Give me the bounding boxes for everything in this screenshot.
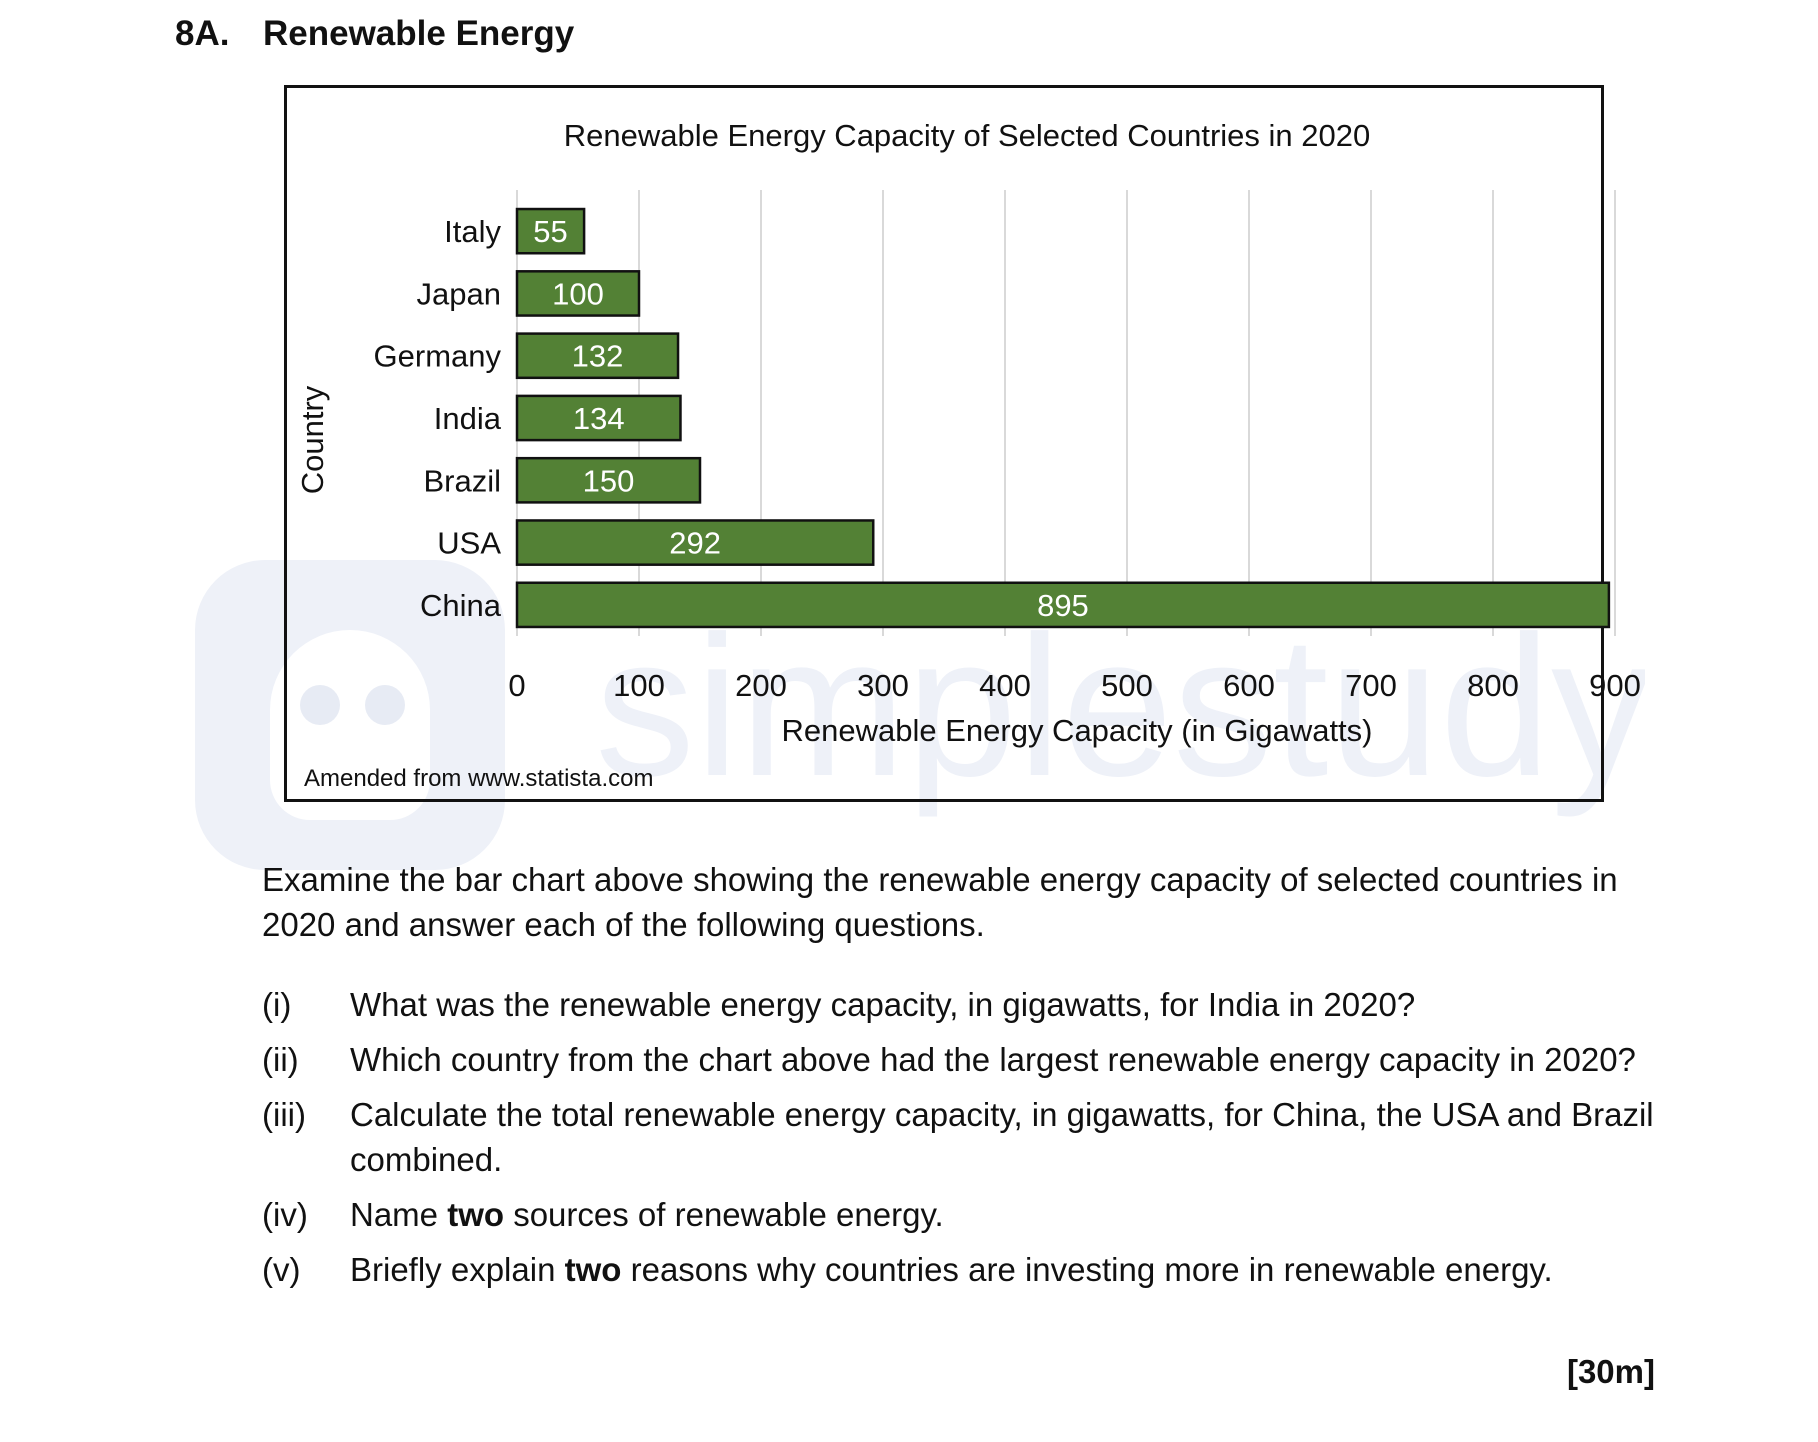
chart-text: Renewable Energy Capacity of Selected Co… xyxy=(295,118,1641,748)
question-text-post: reasons why countries are investing more… xyxy=(621,1251,1553,1288)
question-item: (ii) Which country from the chart above … xyxy=(262,1037,1682,1082)
question-text-bold: two xyxy=(447,1196,505,1233)
bar xyxy=(515,581,1611,629)
question-heading: 8A. Renewable Energy xyxy=(175,14,574,54)
y-tick-label: Brazil xyxy=(423,463,501,498)
x-tick-label: 200 xyxy=(735,668,787,703)
question-number: 8A. xyxy=(175,14,230,53)
data-label: 55 xyxy=(533,214,567,249)
y-tick-label: Germany xyxy=(374,339,502,374)
bar xyxy=(515,394,682,442)
question-label: (iv) xyxy=(262,1196,308,1233)
data-label: 100 xyxy=(552,276,604,311)
x-tick-label: 500 xyxy=(1101,668,1153,703)
question-item: (iii) Calculate the total renewable ener… xyxy=(262,1092,1682,1182)
data-label: 150 xyxy=(583,463,635,498)
question-list: (i) What was the renewable energy capaci… xyxy=(262,982,1682,1302)
x-tick-label: 600 xyxy=(1223,668,1275,703)
marks-total: [30m] xyxy=(1566,1353,1655,1390)
chart-title: Renewable Energy Capacity of Selected Co… xyxy=(564,118,1370,153)
question-text: Briefly explain two reasons why countrie… xyxy=(350,1247,1682,1292)
y-axis-label: Country xyxy=(295,385,330,494)
question-item: (iv) Name two sources of renewable energ… xyxy=(262,1192,1682,1237)
chart-source-note: Amended from www.statista.com xyxy=(304,765,654,792)
chart-frame: Renewable Energy Capacity of Selected Co… xyxy=(284,85,1641,802)
instructions-text: Examine the bar chart above showing the … xyxy=(262,861,1618,943)
bar xyxy=(515,519,875,566)
data-label: 292 xyxy=(669,526,721,561)
question-text-bold: two xyxy=(564,1251,622,1288)
bar xyxy=(515,456,702,504)
x-tick-label: 300 xyxy=(857,668,909,703)
data-label: 134 xyxy=(573,401,625,436)
x-tick-label: 900 xyxy=(1589,668,1641,703)
question-item: (i) What was the renewable energy capaci… xyxy=(262,982,1682,1027)
bar-chart: Renewable Energy Capacity of Selected Co… xyxy=(295,118,1641,748)
question-label: (ii) xyxy=(262,1041,299,1078)
bar xyxy=(515,332,680,380)
bars xyxy=(515,207,1611,629)
y-tick-label: USA xyxy=(437,526,501,561)
question-label: (iii) xyxy=(262,1096,306,1133)
x-tick-label: 0 xyxy=(508,668,525,703)
bar xyxy=(515,207,586,255)
x-tick-label: 100 xyxy=(613,668,665,703)
x-axis-label: Renewable Energy Capacity (in Gigawatts) xyxy=(782,713,1373,748)
question-text: What was the renewable energy capacity, … xyxy=(350,986,1416,1023)
x-tick-label: 700 xyxy=(1345,668,1397,703)
question-text-pre: Briefly explain xyxy=(350,1251,565,1288)
y-tick-label: Italy xyxy=(444,214,501,249)
question-label: (i) xyxy=(262,986,292,1023)
question-text-post: sources of renewable energy. xyxy=(504,1196,944,1233)
question-label: (v) xyxy=(262,1251,301,1288)
y-tick-label: Japan xyxy=(417,276,501,311)
x-tick-label: 400 xyxy=(979,668,1031,703)
y-tick-label: India xyxy=(434,401,502,436)
data-label: 132 xyxy=(572,339,624,374)
x-tick-label: 800 xyxy=(1467,668,1519,703)
question-title: Renewable Energy xyxy=(263,14,575,53)
y-tick-label: China xyxy=(420,588,502,623)
question-item: (v) Briefly explain two reasons why coun… xyxy=(262,1247,1682,1292)
question-text: Calculate the total renewable energy cap… xyxy=(350,1096,1654,1178)
question-text: Which country from the chart above had t… xyxy=(350,1041,1636,1078)
question-text-pre: Name xyxy=(350,1196,448,1233)
question-text: Name two sources of renewable energy. xyxy=(350,1192,1682,1237)
data-label: 895 xyxy=(1037,588,1089,623)
bar xyxy=(515,270,641,317)
